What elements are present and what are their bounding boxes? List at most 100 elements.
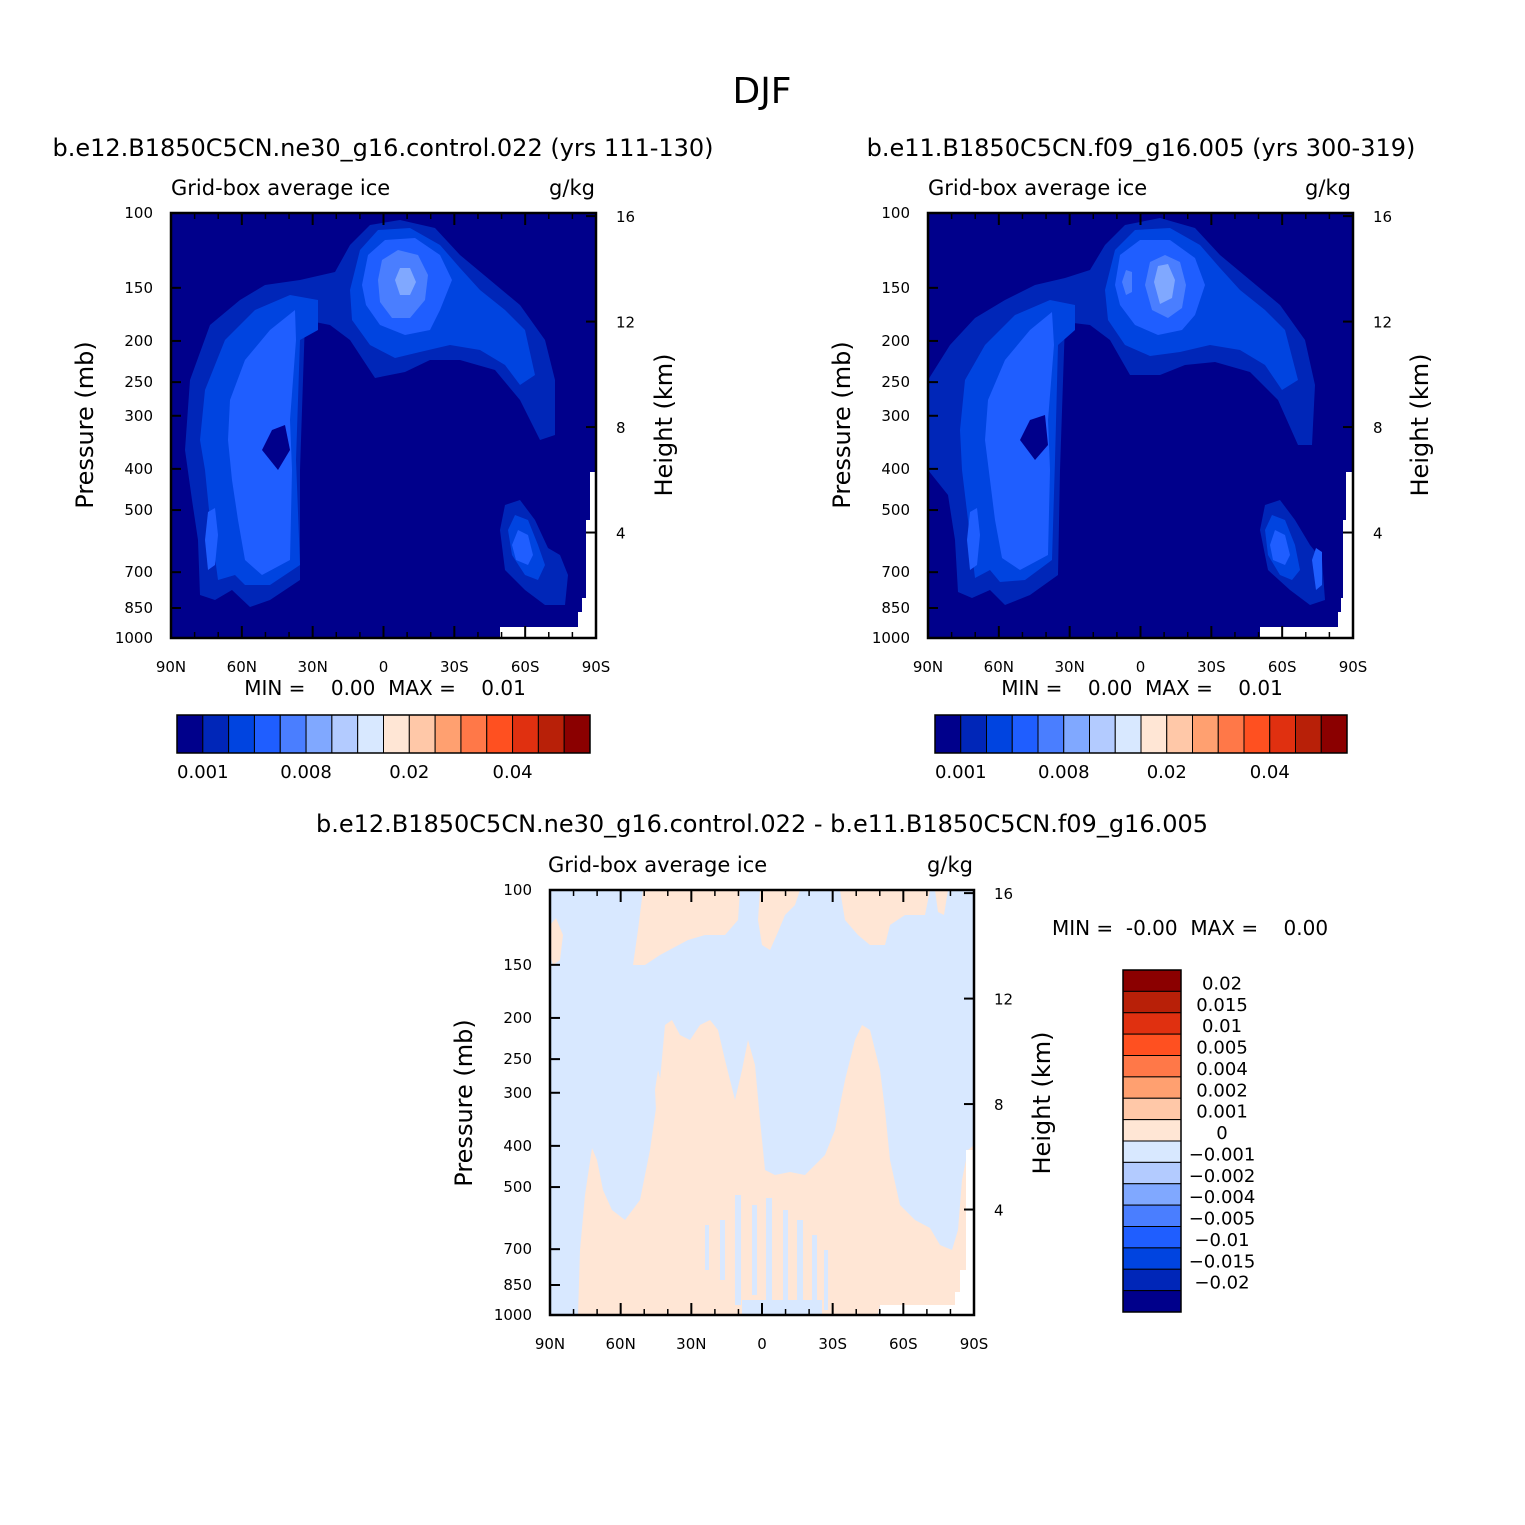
x-tick-label: 90N <box>913 658 943 676</box>
y-tick-label: 100 <box>503 881 532 899</box>
streak <box>812 1235 817 1310</box>
colorbar-swatch <box>1295 714 1322 754</box>
colorbar-label: 0.001 <box>935 762 987 783</box>
y-tick-label: 250 <box>124 373 153 391</box>
colorbar-swatch <box>512 714 539 754</box>
colorbar-label: −0.005 <box>1189 1209 1256 1230</box>
x-tick-label: 30S <box>1197 658 1226 676</box>
diff-positive-upper-1 <box>633 890 740 965</box>
colorbar-frame <box>1122 969 1182 1313</box>
x-tick-label: 30S <box>440 658 469 676</box>
y2-tick-label: 16 <box>994 885 1013 903</box>
panel-1-y2label: Height (km) <box>650 354 678 497</box>
colorbar-swatch <box>1122 1076 1182 1099</box>
colorbar-swatch <box>1122 969 1182 992</box>
y-tick-label: 150 <box>881 279 910 297</box>
y2-tick-label: 12 <box>616 314 635 332</box>
y2-tick-label: 12 <box>1373 314 1392 332</box>
x-tick-label: 90N <box>156 658 186 676</box>
colorbar-label: 0 <box>1216 1123 1227 1144</box>
diff-positive-upper-2 <box>758 890 800 950</box>
colorbar-label: −0.004 <box>1189 1187 1256 1208</box>
streak <box>783 1210 788 1305</box>
streak <box>735 1195 741 1305</box>
y2-tick-label: 4 <box>994 1202 1004 1220</box>
panel-1-colorbar: 0.001 0.008 0.02 0.04 <box>176 714 591 783</box>
y2-tick-label: 4 <box>1373 525 1383 543</box>
y-tick-label: 150 <box>124 279 153 297</box>
colorbar-swatch <box>960 714 987 754</box>
panel-3-title: b.e12.B1850C5CN.ne30_g16.control.022 - b… <box>316 810 1208 838</box>
y-tick-label: 1000 <box>115 629 153 647</box>
contour-level-3 <box>228 310 296 575</box>
y-tick-label: 200 <box>503 1009 532 1027</box>
colorbar-swatch <box>408 714 436 754</box>
y-tick-label: 250 <box>881 373 910 391</box>
y-tick-label: 400 <box>881 460 910 478</box>
colorbar-swatch <box>1192 714 1219 754</box>
panel-1-title: b.e12.B1850C5CN.ne30_g16.control.022 (yr… <box>52 134 713 162</box>
contour-level-3c <box>512 530 533 565</box>
panel-1-ylabel: Pressure (mb) <box>71 341 99 508</box>
colorbar-swatch <box>434 714 462 754</box>
contour-level-3 <box>985 312 1054 570</box>
colorbar-label: 0.04 <box>493 762 533 783</box>
figure-title: DJF <box>732 71 791 112</box>
x-tick-label: 0 <box>757 1335 767 1353</box>
streak <box>766 1198 772 1308</box>
y2-tick-label: 16 <box>1373 208 1392 226</box>
y-tick-label: 500 <box>503 1178 532 1196</box>
panel-1-contours <box>171 213 596 638</box>
colorbar-swatch <box>1037 714 1065 754</box>
x-tick-label: 90S <box>582 658 611 676</box>
panel-3-ylabel: Pressure (mb) <box>450 1019 478 1186</box>
panel-3-left-label: Grid-box average ice <box>548 853 767 877</box>
y-tick-label: 500 <box>881 501 910 519</box>
x-tick-label: 60S <box>889 1335 918 1353</box>
colorbar-swatch <box>1122 1033 1182 1056</box>
y-tick-label: 700 <box>881 563 910 581</box>
panel-2-minmax: MIN = 0.00 MAX = 0.01 <box>1001 676 1283 700</box>
colorbar-swatch <box>1089 714 1116 754</box>
y-tick-label: 400 <box>124 460 153 478</box>
panel-3: b.e12.B1850C5CN.ne30_g16.control.022 - b… <box>316 810 1328 1353</box>
colorbar-swatch <box>1063 714 1090 754</box>
y-tick-label: 200 <box>124 332 153 350</box>
streak <box>720 1220 725 1280</box>
x-tick-label: 60N <box>227 658 257 676</box>
panel-3-right-label: g/kg <box>927 853 973 877</box>
panel-1: b.e12.B1850C5CN.ne30_g16.control.022 (yr… <box>52 134 713 783</box>
streak <box>752 1205 757 1295</box>
colorbar-swatch <box>1122 1012 1182 1035</box>
panel-3-axes: 90N 60N 30N 0 30S 60S 90S 100 150 200 250 300 400 500… <box>494 881 1013 1353</box>
panel-2: b.e11.B1850C5CN.f09_g16.005 (yrs 300-319… <box>828 134 1434 783</box>
colorbar-swatch <box>331 714 359 754</box>
x-tick-label: 30N <box>298 658 328 676</box>
colorbar-swatch <box>1011 714 1039 754</box>
colorbar-swatch <box>253 714 281 754</box>
contour-gap-low <box>1020 415 1048 460</box>
panel-3-y2label: Height (km) <box>1028 1032 1056 1175</box>
panel-2-title: b.e11.B1850C5CN.f09_g16.005 (yrs 300-319… <box>867 134 1416 162</box>
panel-2-right-label: g/kg <box>1305 176 1351 200</box>
colorbar-swatch <box>1122 1161 1182 1185</box>
colorbar-label: −0.001 <box>1189 1144 1256 1165</box>
colorbar-label: −0.01 <box>1194 1230 1249 1251</box>
x-tick-label: 30N <box>1055 658 1085 676</box>
colorbar-swatch <box>1166 714 1193 754</box>
y-tick-label: 1000 <box>872 629 910 647</box>
y-tick-label: 250 <box>503 1050 532 1068</box>
colorbar-swatch <box>1122 1097 1182 1121</box>
contour-level-4b <box>1122 270 1132 295</box>
colorbar-swatch <box>1122 1268 1182 1292</box>
colorbar-label: −0.02 <box>1194 1273 1249 1294</box>
colorbar-swatch <box>1217 714 1245 754</box>
colorbar-swatch <box>1122 990 1182 1014</box>
x-tick-label: 60S <box>511 658 540 676</box>
panel-1-minmax: MIN = 0.00 MAX = 0.01 <box>244 676 526 700</box>
colorbar-swatch <box>1122 1140 1182 1163</box>
colorbar-swatch <box>357 714 384 754</box>
x-tick-label: 30S <box>818 1335 847 1353</box>
panel-1-right-label: g/kg <box>549 176 595 200</box>
